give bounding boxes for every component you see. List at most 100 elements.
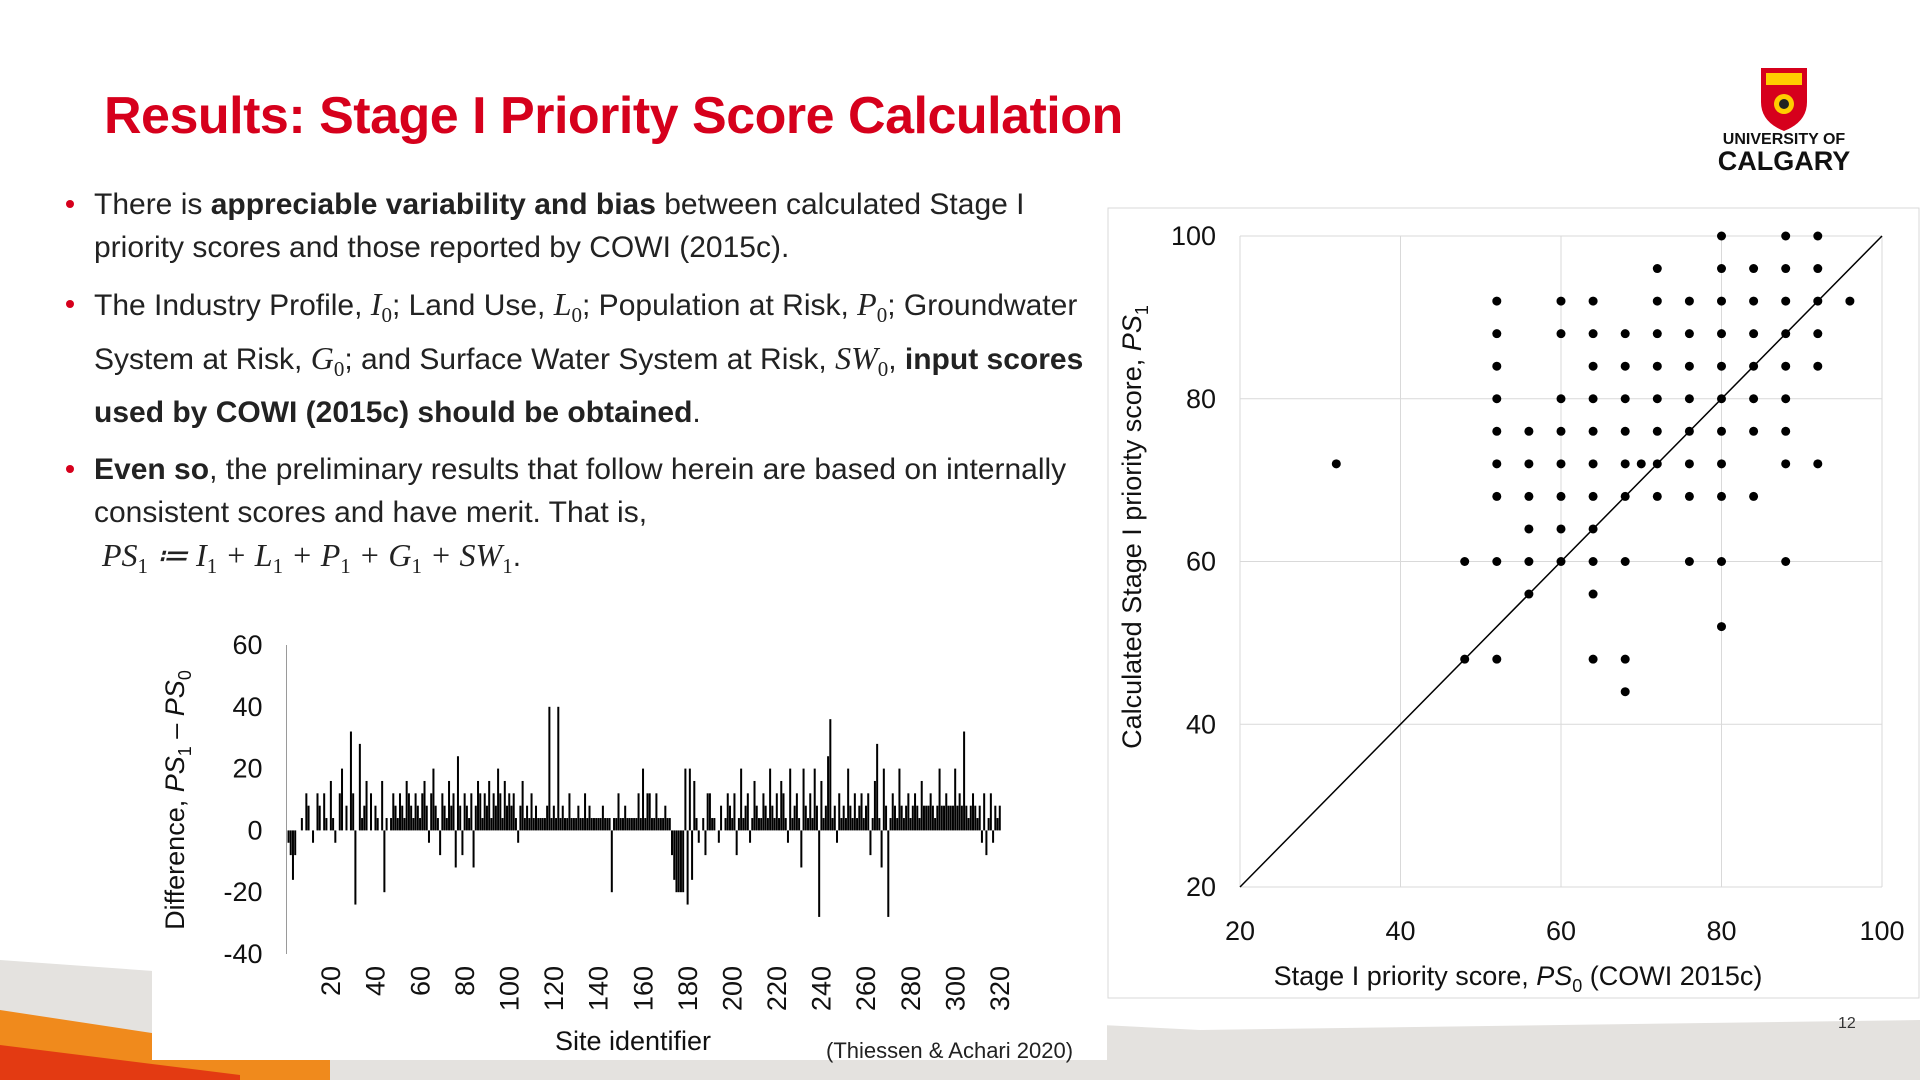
bar (501, 818, 504, 831)
point (1492, 394, 1502, 404)
point (1556, 426, 1566, 436)
bar (992, 830, 995, 843)
bar (383, 830, 386, 893)
point (1524, 524, 1534, 534)
bar (398, 793, 401, 831)
y-tick-label: 60 (232, 630, 262, 660)
bar (851, 818, 854, 831)
point (1781, 296, 1791, 306)
x-tick-label: 280 (896, 966, 926, 1011)
bar (492, 793, 495, 831)
y-tick-label: 0 (247, 815, 262, 845)
bar (523, 818, 526, 831)
bar (592, 818, 595, 831)
point (1492, 557, 1502, 566)
bar (521, 780, 524, 831)
point (1684, 557, 1694, 566)
text-run: PS (160, 756, 190, 792)
bar (949, 805, 952, 831)
bar (813, 768, 816, 831)
x-tick-label: 260 (851, 966, 881, 1011)
bar (341, 768, 344, 831)
bar (704, 830, 707, 856)
bar (539, 818, 542, 831)
bar (804, 805, 807, 831)
bar (559, 818, 562, 831)
text-run: 0 (175, 670, 195, 680)
bar (528, 818, 531, 831)
bar (534, 805, 538, 831)
point (1813, 361, 1823, 371)
text-run: (COWI 2015c) (1582, 961, 1762, 991)
bar (809, 793, 812, 831)
point (1492, 654, 1502, 664)
bar (477, 780, 480, 831)
bar (795, 793, 798, 831)
point (1684, 426, 1694, 436)
bar (829, 719, 832, 831)
text-run: Calculated Stage I priority score, (1117, 351, 1147, 749)
bar (695, 818, 698, 831)
point (1717, 426, 1726, 436)
bar (940, 805, 943, 831)
bar (744, 805, 747, 831)
point (1813, 296, 1823, 306)
bar (746, 793, 749, 831)
bar (849, 805, 852, 831)
bar (691, 830, 694, 880)
bar (976, 818, 979, 831)
point (1781, 361, 1791, 371)
point (1717, 394, 1726, 404)
text-run: PS (160, 680, 190, 716)
bar (987, 818, 990, 831)
point (1588, 589, 1598, 599)
bar (566, 818, 569, 831)
bar (713, 818, 716, 831)
point (1620, 654, 1630, 664)
point (1781, 459, 1791, 469)
bar (972, 793, 975, 831)
bar (791, 818, 794, 831)
x-tick-label: 220 (762, 966, 792, 1011)
text-run: input scores used by COWI (2015c) should… (94, 343, 1084, 429)
bar (873, 780, 876, 831)
text-run: . (692, 396, 701, 429)
text-run: The Industry Profile, (94, 289, 371, 322)
point (1781, 264, 1791, 274)
bar (965, 805, 968, 831)
point (1717, 296, 1726, 306)
bar (789, 768, 792, 831)
bar (900, 805, 903, 831)
bar (882, 768, 885, 831)
point (1845, 296, 1855, 306)
bar (659, 818, 662, 831)
text-run: , (888, 343, 905, 376)
bar (352, 793, 355, 831)
x-tick-label: 20 (316, 966, 346, 996)
point (1524, 557, 1534, 566)
point (1588, 296, 1598, 306)
bar (914, 793, 917, 831)
bar (289, 830, 292, 856)
bar (742, 818, 745, 831)
page-number: 12 (1838, 1015, 1856, 1032)
point (1524, 426, 1534, 436)
bar (983, 793, 986, 831)
point (1620, 329, 1630, 339)
text-run: appreciable variability and bias (210, 188, 656, 221)
text-run: L (553, 286, 572, 322)
bar (628, 818, 631, 831)
x-tick-label: 100 (1859, 916, 1904, 946)
point (1620, 557, 1630, 566)
bar (853, 793, 856, 831)
bar (938, 768, 941, 831)
bar (878, 818, 881, 831)
bar (552, 805, 555, 831)
bar (613, 818, 616, 831)
point (1717, 231, 1726, 241)
bar (452, 793, 455, 831)
bar (891, 793, 894, 831)
bar (922, 805, 925, 831)
bar (963, 731, 966, 831)
y-tick-label: 20 (232, 754, 262, 784)
